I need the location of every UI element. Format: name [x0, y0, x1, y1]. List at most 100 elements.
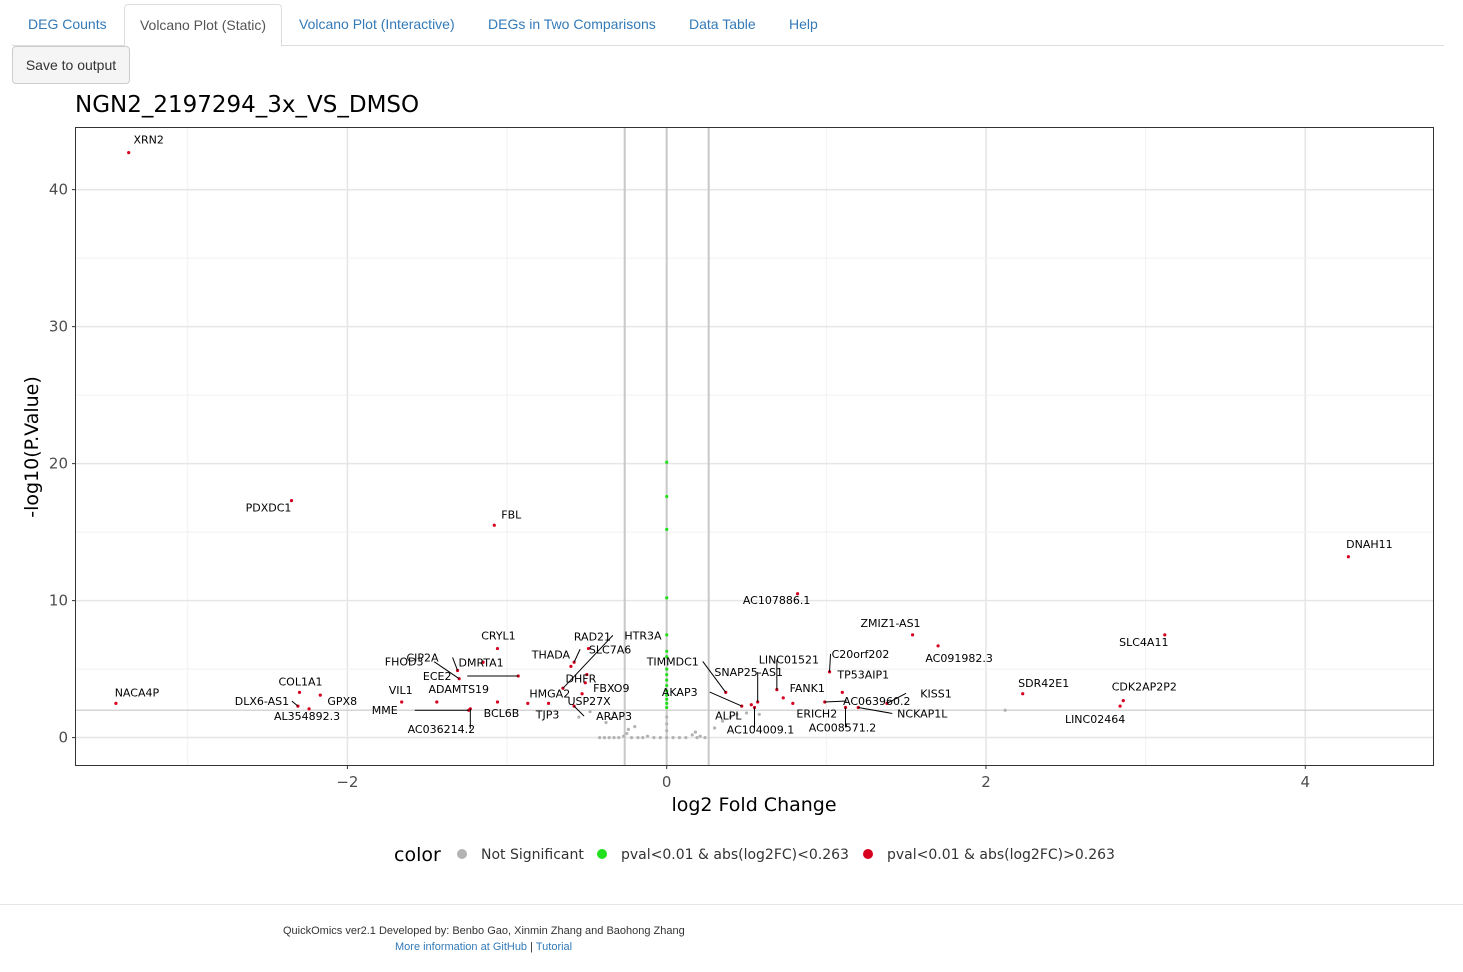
footer-separator: |: [530, 941, 533, 953]
gene-label: RAD21: [574, 631, 611, 644]
large-fc-point: [936, 644, 940, 648]
not-significant-point: [720, 719, 725, 723]
not-significant-point: [625, 731, 629, 736]
gene-label: ERICH2: [796, 707, 837, 720]
large-fc-point: [1346, 555, 1350, 559]
legend-label-not-significant: Not Significant: [481, 847, 584, 863]
large-fc-point: [910, 633, 915, 637]
large-fc-point: [840, 690, 844, 694]
y-tick-label: 20: [49, 455, 68, 473]
gene-label: ZMIZ1-AS1: [861, 617, 921, 630]
not-significant-point: [757, 712, 761, 716]
gene-label: SLC7A6: [589, 643, 631, 656]
significant-large-fc-points: [114, 151, 1350, 712]
legend-key-large-fc: [863, 849, 873, 859]
plot-panel: [75, 127, 1434, 766]
not-significant-point: [665, 722, 669, 726]
not-significant-points: [577, 708, 1007, 740]
tab-volcano-plot-static[interactable]: Volcano Plot (Static): [124, 4, 282, 47]
gene-label: AC036214.2: [408, 723, 476, 736]
gene-label: FBL: [501, 508, 522, 521]
gene-label: GPX8: [327, 695, 357, 708]
tutorial-link[interactable]: Tutorial: [535, 941, 573, 953]
small-fc-point: [665, 655, 669, 659]
not-significant-point: [658, 736, 662, 740]
gene-label: LINC02464: [1065, 713, 1125, 726]
gene-label: DLX6-AS1: [235, 695, 289, 708]
large-fc-point: [435, 700, 439, 704]
github-link[interactable]: More information at GitHub: [395, 941, 528, 953]
not-significant-point: [1003, 708, 1007, 712]
tab-help[interactable]: Help: [789, 16, 818, 32]
legend-key-not-significant: [457, 849, 467, 859]
large-fc-point: [492, 523, 496, 527]
tab-volcano-plot-interactive[interactable]: Volcano Plot (Interactive): [299, 16, 455, 32]
not-significant-point: [744, 711, 749, 715]
gene-label: CRYL1: [481, 630, 515, 643]
small-fc-point: [665, 705, 669, 710]
gene-label: AL354892.3: [274, 710, 340, 723]
not-significant-point: [621, 734, 626, 738]
not-significant-point: [703, 736, 707, 740]
significant-small-fc-points: [665, 460, 669, 710]
not-significant-point: [671, 736, 675, 740]
label-leader-line: [562, 634, 614, 689]
large-fc-point: [756, 700, 760, 704]
x-tick-label: 0: [662, 773, 672, 791]
tab-deg-counts[interactable]: DEG Counts: [28, 16, 107, 32]
large-fc-point: [580, 692, 584, 696]
not-significant-point: [598, 736, 602, 740]
large-fc-point: [297, 690, 302, 694]
not-significant-point: [636, 736, 640, 740]
large-fc-point: [400, 700, 404, 704]
legend-label-small-fc: pval<0.01 & abs(log2FC)<0.263: [621, 847, 849, 863]
small-fc-point: [665, 596, 669, 600]
x-tick-label: 4: [1301, 773, 1311, 791]
not-significant-point: [665, 715, 669, 719]
gene-label: CIP2A: [407, 651, 440, 664]
large-fc-point: [526, 701, 530, 705]
save-to-output-button[interactable]: Save to output: [12, 46, 130, 84]
x-tick-label: −2: [336, 773, 358, 791]
tab-data-table[interactable]: Data Table: [689, 16, 756, 32]
gene-label: AC063960.2: [843, 695, 911, 708]
gene-label: FBXO9: [593, 682, 629, 695]
large-fc-point: [127, 151, 131, 155]
not-significant-point: [684, 736, 688, 740]
tab-degs-two-comparisons[interactable]: DEGs in Two Comparisons: [488, 16, 656, 32]
volcano-plot: NGN2_2197294_3x_VS_DMSO XRN2 PDXDC1 FBL DNA…: [21, 92, 1434, 866]
small-fc-point: [665, 527, 669, 531]
x-axis-title: log2 Fold Change: [671, 794, 836, 816]
large-fc-point: [583, 681, 587, 685]
small-fc-point: [665, 633, 669, 637]
gene-label: FHOD3: [385, 656, 424, 669]
small-fc-point: [665, 460, 669, 464]
gene-label: ALPL: [715, 710, 742, 723]
gene-label: DNAH11: [1346, 538, 1393, 551]
small-fc-point: [665, 494, 669, 499]
small-fc-point: [665, 689, 669, 693]
legend-key-small-fc: [597, 849, 607, 859]
not-significant-point: [588, 709, 592, 714]
gene-label: COL1A1: [279, 675, 323, 688]
gene-label: AC107886.1: [743, 594, 811, 607]
y-tick-label: 30: [49, 318, 68, 336]
gene-label: NACA4P: [115, 686, 160, 699]
not-significant-point: [577, 715, 581, 719]
label-leader-line: [573, 649, 581, 663]
legend-label-large-fc: pval<0.01 & abs(log2FC)>0.263: [887, 847, 1115, 863]
footer-links: More information at GitHub | Tutorial: [395, 941, 572, 953]
not-significant-point: [617, 736, 621, 740]
not-significant-point: [612, 711, 616, 715]
small-fc-point: [665, 667, 669, 671]
gene-label: AC008571.2: [809, 721, 877, 734]
not-significant-point: [607, 736, 611, 740]
gene-label: NCKAP1L: [897, 707, 948, 720]
not-significant-point: [677, 736, 682, 740]
gene-label: AKAP3: [662, 686, 698, 699]
not-significant-point: [652, 736, 656, 740]
gene-labels: XRN2 PDXDC1 FBL DNAH11 AC107886.1 SLC4A11 ZMIZ…: [115, 134, 1393, 737]
small-fc-point: [665, 701, 669, 705]
large-fc-point: [796, 592, 800, 596]
gene-label: KISS1: [920, 687, 951, 700]
